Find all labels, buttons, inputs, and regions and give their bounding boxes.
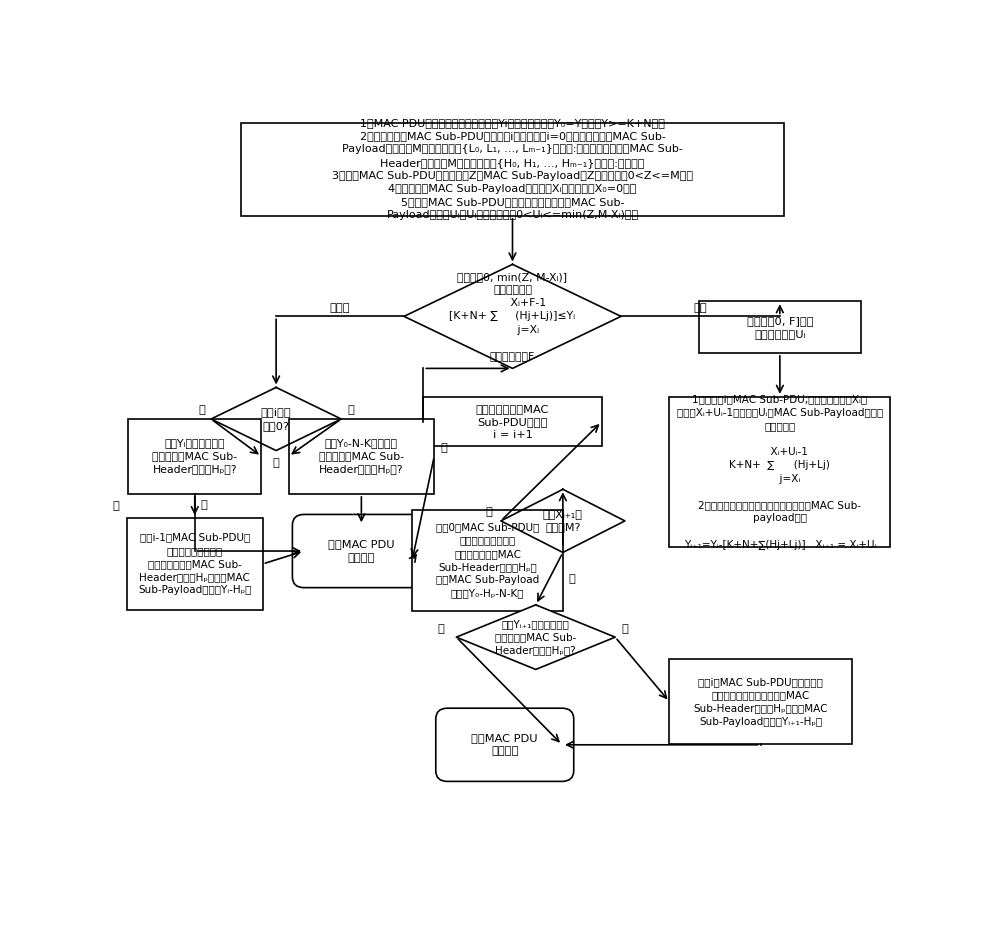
Text: 退出MAC PDU
构造过程: 退出MAC PDU 构造过程 (328, 540, 395, 563)
Text: 否: 否 (198, 405, 205, 416)
Text: 否: 否 (486, 507, 493, 517)
FancyBboxPatch shape (436, 708, 574, 781)
Polygon shape (404, 265, 621, 368)
Text: 判断Xᵢ₊₁是
否等于M?: 判断Xᵢ₊₁是 否等于M? (543, 509, 583, 532)
Text: 否: 否 (201, 500, 207, 510)
Text: 是: 是 (440, 443, 447, 453)
FancyBboxPatch shape (669, 397, 890, 547)
FancyBboxPatch shape (292, 514, 430, 588)
Text: 退出MAC PDU
构造过程: 退出MAC PDU 构造过程 (471, 733, 538, 757)
Text: 是: 是 (347, 405, 354, 416)
Text: 从区间（0, F]选择
一个数值给为Uᵢ: 从区间（0, F]选择 一个数值给为Uᵢ (747, 316, 813, 338)
Text: 是: 是 (569, 574, 576, 583)
FancyBboxPatch shape (128, 418, 261, 494)
Text: 更新分段构造的MAC
Sub-PDU的个数
i = i+1: 更新分段构造的MAC Sub-PDU的个数 i = i+1 (476, 404, 549, 440)
Text: 否: 否 (272, 459, 279, 469)
FancyBboxPatch shape (412, 510, 563, 610)
FancyBboxPatch shape (127, 518, 263, 610)
Text: 对第i-1个MAC Sub-PDU进
行填充，在其中插入
填充单元（相应MAC Sub-
Header长度为Hₚ，相应MAC
Sub-Payload长度为Yᵢ-: 对第i-1个MAC Sub-PDU进 行填充，在其中插入 填充单元（相应MAC … (138, 532, 251, 596)
FancyBboxPatch shape (241, 123, 784, 216)
Text: 1、构造第i个MAC Sub-PDU,其中包含编号从Xᵢ开
始，到Xᵢ+Uᵢ-1结束的共Uᵢ个MAC Sub-Payload，其长
度为比特为

      X: 1、构造第i个MAC Sub-PDU,其中包含编号从Xᵢ开 始，到Xᵢ+Uᵢ-1… (677, 394, 883, 550)
Text: 在区间（0, min(Z, M-Xᵢ)]
内，寻找满足
         Xᵢ+F-1
[K+N+ ∑     (Hj+Lj)]≤Yᵢ
         j=X: 在区间（0, min(Z, M-Xᵢ)] 内，寻找满足 Xᵢ+F-1 [K+N+… (449, 272, 576, 361)
Text: 存在: 存在 (694, 303, 707, 313)
Text: 是: 是 (112, 501, 119, 511)
Text: 判断Y₀-N-K大于填充
单元相应的MAC Sub-
Header长度（Hₚ）?: 判断Y₀-N-K大于填充 单元相应的MAC Sub- Header长度（Hₚ）? (319, 438, 404, 474)
FancyBboxPatch shape (698, 301, 861, 353)
Text: 1、MAC PDU的剩余构造资源块大小为Yi比特（初始时，Y₀=Y，其中Y>=K+N）；
2、分段构造的MAC Sub-PDU的个数为i（初始时，i=0）、需要: 1、MAC PDU的剩余构造资源块大小为Yi比特（初始时，Y₀=Y，其中Y>=K… (332, 118, 693, 221)
Polygon shape (211, 388, 341, 450)
Text: 对第0个MAC Sub-PDU进
行填充，在其中插入
填充单元（相应MAC
Sub-Header长度为Hₚ，
相应MAC Sub-Payload
长度为Y₀-H: 对第0个MAC Sub-PDU进 行填充，在其中插入 填充单元（相应MAC Su… (436, 522, 539, 598)
Text: 是: 是 (621, 624, 628, 634)
Polygon shape (456, 605, 615, 669)
Text: 判断Yᵢ是否大于填充
单元相应的MAC Sub-
Header长度（Hₚ）?: 判断Yᵢ是否大于填充 单元相应的MAC Sub- Header长度（Hₚ）? (152, 438, 237, 474)
Text: 对第i个MAC Sub-PDU进行填充，
在其中插入填充单元（相应MAC
Sub-Header长度为Hₚ，相应MAC
Sub-Payload长度为Yᵢ₊₁-Hₚ: 对第i个MAC Sub-PDU进行填充， 在其中插入填充单元（相应MAC Sub… (693, 677, 828, 727)
Text: 判断Yᵢ₊₁是否大于填充
单元相应的MAC Sub-
Header长度（Hₚ）?: 判断Yᵢ₊₁是否大于填充 单元相应的MAC Sub- Header长度（Hₚ）? (495, 619, 576, 655)
FancyBboxPatch shape (423, 397, 602, 446)
Text: 判断i是否
等于0?: 判断i是否 等于0? (261, 407, 292, 431)
Text: 否: 否 (438, 624, 445, 634)
FancyBboxPatch shape (289, 418, 434, 494)
Text: 不存在: 不存在 (330, 303, 350, 313)
Polygon shape (501, 489, 625, 553)
FancyBboxPatch shape (669, 660, 852, 744)
